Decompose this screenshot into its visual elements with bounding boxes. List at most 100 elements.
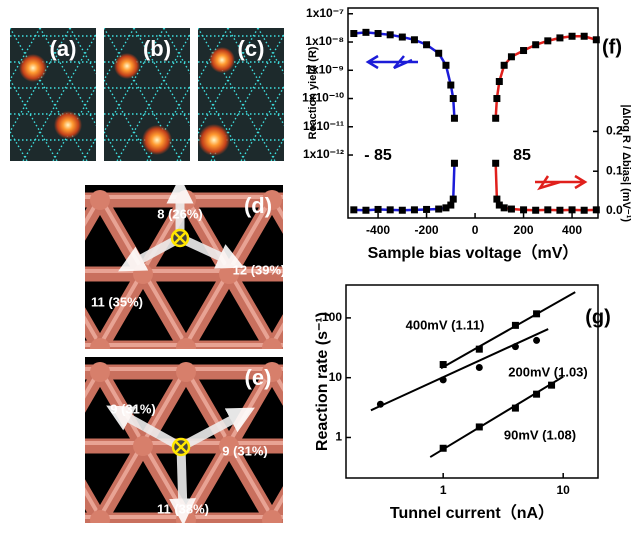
data-point [350, 30, 358, 38]
data-point [442, 61, 450, 69]
data-point [350, 206, 358, 214]
data-point [410, 36, 418, 44]
data-point [532, 41, 540, 49]
rod-highlight [270, 494, 283, 519]
lattice-line [10, 78, 58, 161]
adsorbate [114, 53, 140, 79]
rod-highlight [98, 269, 145, 347]
atom [4, 362, 24, 382]
lattice-line [10, 28, 71, 134]
lattice-line [240, 85, 284, 161]
hop-arrow [106, 405, 184, 451]
lattice-line [198, 28, 276, 161]
atom [47, 436, 67, 456]
rod-highlight [227, 269, 274, 347]
x-tick-label: 10 [557, 483, 571, 497]
atom [391, 436, 411, 456]
lattice-line [116, 33, 190, 161]
rod [14, 446, 57, 520]
panel-label: (c) [238, 36, 265, 61]
atom [391, 264, 411, 284]
data-point [435, 49, 443, 57]
data-point [533, 310, 541, 318]
plot-frame [345, 284, 599, 479]
data-point [511, 321, 519, 329]
atom [348, 338, 368, 358]
rod-highlight [14, 271, 57, 345]
hop-label: 11 (38%) [157, 501, 209, 516]
data-point [450, 159, 458, 167]
series-line [353, 163, 456, 212]
atom [4, 510, 24, 530]
lattice-line [270, 137, 284, 161]
rod-highlight [85, 367, 102, 399]
data-point [533, 336, 541, 344]
chart: 1 10 1 10 100 Tunnel current（nA） Reaction rate… [314, 284, 611, 522]
y-tick-label: 1x10⁻⁸ [305, 34, 344, 48]
lattice-line [10, 130, 28, 161]
data-point [556, 34, 564, 42]
series-line [494, 35, 597, 119]
adsorbate [209, 47, 235, 73]
atom [90, 338, 110, 349]
data-point [492, 114, 500, 122]
data-point [580, 32, 588, 40]
rod-highlight [14, 443, 57, 517]
data-point [439, 361, 447, 369]
data-point [398, 206, 406, 214]
rod-highlight [270, 195, 283, 220]
data-point [475, 364, 483, 372]
adsorbate [198, 124, 230, 156]
atom [348, 362, 368, 382]
panel-label: (g) [585, 306, 611, 328]
rod-highlight [14, 369, 57, 443]
atom [90, 510, 110, 523]
hop-arrow [178, 233, 245, 269]
stm-images: (a) (b) (c) [10, 28, 425, 161]
fit-line [440, 291, 576, 370]
atom [262, 362, 282, 382]
hop-arrow [118, 234, 183, 272]
rod [14, 274, 57, 348]
hop-label: 12 (39%) [233, 262, 286, 277]
data-point [449, 195, 457, 203]
rod-highlight [14, 197, 57, 271]
rod-highlight [141, 269, 188, 347]
data-point [439, 376, 447, 384]
data-point [492, 159, 500, 167]
y2-tick-label: 0.2 [606, 124, 623, 138]
data-point [423, 205, 431, 213]
series-label: 200mV (1.03) [508, 364, 588, 379]
hop-arrow [169, 446, 197, 523]
panel-label: (d) [244, 193, 272, 218]
rod-highlight [98, 441, 145, 519]
panel-label: (a) [50, 36, 77, 61]
fit-line [370, 328, 549, 412]
x-tick-label: 200 [514, 223, 534, 237]
y2-axis-label: |Δlog R / Δbias| (mV⁻¹) [620, 104, 632, 222]
annotation: 85 [513, 147, 531, 164]
atom [47, 264, 67, 284]
lattice-line [104, 78, 152, 161]
data-point [386, 206, 394, 214]
x-tick-label: -400 [366, 223, 390, 237]
data-point [544, 37, 552, 45]
x-tick-label: 0 [472, 223, 479, 237]
data-point [362, 206, 370, 214]
lattice-panel [14, 185, 411, 358]
data-point [376, 400, 384, 408]
atom [90, 362, 110, 382]
lattice-panel [4, 357, 411, 530]
x-tick-label: 1 [440, 483, 447, 497]
atom [219, 436, 239, 456]
y-tick-label: 1x10⁻¹¹ [303, 119, 344, 133]
data-point [507, 53, 515, 61]
direction-arrow [535, 174, 588, 191]
lattice-diagrams: 8 (26%) 12 (39%) 11 (35%) (d) 9 (31%) 9 (31%)… [4, 185, 411, 530]
rod [14, 200, 57, 274]
lattice-line [348, 28, 425, 161]
atom [262, 510, 282, 523]
stm-panel [10, 28, 96, 161]
atom [262, 338, 282, 349]
data-point [580, 206, 588, 214]
